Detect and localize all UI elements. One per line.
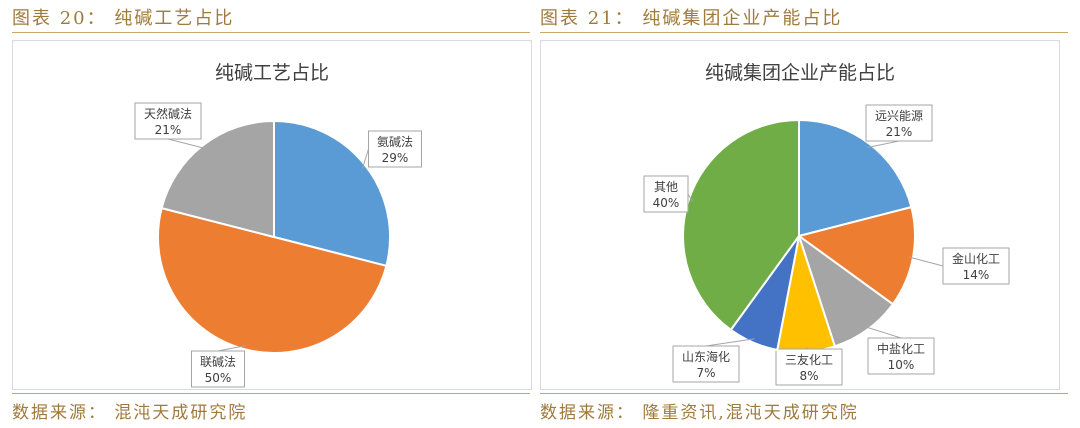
slice-label-box: [672, 345, 740, 383]
slice-label-6: 其他 40%: [643, 175, 689, 213]
leader-line: [167, 138, 206, 149]
pie-slice-3: [160, 119, 275, 239]
slice-label-box: [643, 175, 689, 213]
figure-caption-left: 图表 20： 纯碱工艺占比: [12, 8, 235, 29]
slice-label-2: 联碱法 50%: [191, 350, 245, 388]
slice-name: 金山化工: [952, 251, 1000, 266]
slice-percent: 14%: [963, 268, 990, 282]
leader-line: [362, 148, 369, 169]
pie-slice-6: [682, 118, 800, 332]
chart-title: 纯碱集团企业产能占比: [705, 62, 895, 84]
slice-label-3: 天然碱法 21%: [134, 102, 202, 140]
pie-slice-3: [797, 233, 895, 348]
figure-caption-right: 图表 21： 纯碱集团企业产能占比: [540, 8, 843, 29]
leader-line: [908, 256, 944, 267]
source-rule-right: [540, 393, 1068, 394]
slice-name: 远兴能源: [875, 109, 923, 123]
pie-slice-1: [798, 118, 913, 238]
pie-slice-2: [157, 206, 388, 354]
caption-rule-right: [540, 32, 1068, 33]
slice-name: 其他: [654, 180, 678, 194]
slice-label-3: 中盐化工 10%: [867, 337, 935, 375]
leader-line: [867, 140, 900, 148]
slice-label-box: [867, 337, 935, 375]
slice-name: 联碱法: [200, 355, 236, 369]
chart-title: 纯碱工艺占比: [215, 62, 329, 84]
leader-line: [217, 344, 247, 352]
slice-label-5: 山东海化 7%: [672, 345, 740, 383]
slice-name: 中盐化工: [877, 341, 925, 356]
pie-slice-1: [273, 119, 391, 268]
slice-percent: 40%: [653, 196, 680, 210]
slice-percent: 7%: [696, 366, 715, 380]
slice-percent: 21%: [155, 123, 182, 137]
leader-line: [687, 193, 693, 202]
slice-label-box: [775, 348, 843, 386]
slice-percent: 29%: [382, 151, 409, 165]
slice-label-4: 三友化工 8%: [775, 348, 843, 386]
chart-panel-left: 纯碱工艺占比氨碱法 29% 联碱法 50% 天然碱法 21%: [12, 40, 532, 390]
slice-label-1: 远兴能源 21%: [865, 104, 933, 142]
source-note-left: 数据来源： 混沌天成研究院: [12, 403, 248, 423]
source-note-right: 数据来源： 隆重资讯,混沌天成研究院: [540, 403, 859, 423]
slice-percent: 21%: [886, 125, 913, 139]
slice-label-box: [942, 247, 1010, 285]
slice-name: 天然碱法: [144, 106, 192, 121]
chart-panel-right: 纯碱集团企业产能占比远兴能源 21% 金山化工 14% 中盐化工 10% 三友化工 8% 山东海…: [540, 40, 1060, 390]
leader-line: [705, 338, 755, 347]
slice-name: 三友化工: [785, 353, 833, 367]
leader-line: [805, 347, 810, 350]
leader-line: [864, 326, 902, 339]
caption-rule-left: [12, 32, 530, 33]
slice-label-2: 金山化工 14%: [942, 247, 1010, 285]
slice-percent: 50%: [205, 371, 232, 385]
slice-label-1: 氨碱法 29%: [368, 130, 422, 168]
slice-percent: 8%: [799, 369, 818, 383]
slice-percent: 10%: [888, 358, 915, 372]
source-rule-left: [12, 393, 530, 394]
slice-name: 山东海化: [682, 349, 730, 364]
slice-name: 氨碱法: [377, 135, 413, 149]
slice-label-box: [865, 104, 933, 142]
